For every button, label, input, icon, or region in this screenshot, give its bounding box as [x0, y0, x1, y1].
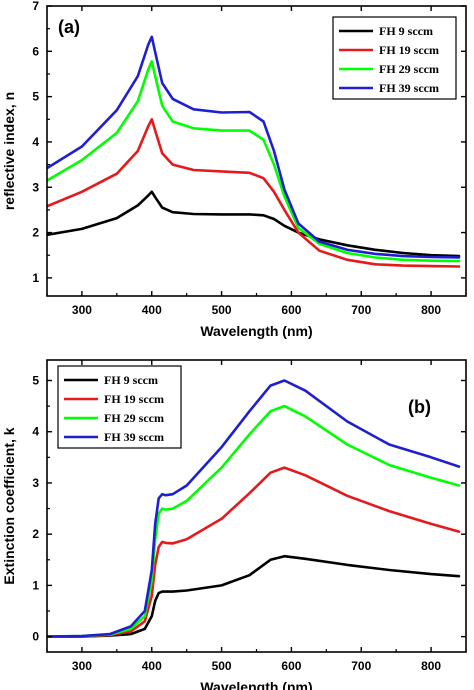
y-axis-title: reflective index, n: [1, 92, 17, 210]
y-tick-label: 4: [32, 425, 39, 439]
series-line-1: [47, 190, 461, 258]
x-tick-label: 600: [281, 303, 301, 317]
x-tick-label: 500: [212, 659, 232, 673]
legend-label: FH 19 sccm: [104, 392, 164, 406]
x-tick-label: 300: [72, 659, 92, 673]
y-tick-label: 6: [32, 44, 39, 58]
y-tick-label: 0: [32, 630, 39, 644]
panel-b: 300 400 500 600 700 800 0 1 2 3 4 5 Wavelength (nm) E…: [1, 359, 467, 690]
legend-label: FH 19 sccm: [379, 43, 439, 57]
x-tick-label: 500: [212, 303, 232, 317]
x-tick-label: 600: [281, 659, 301, 673]
y-tick-label: 7: [32, 0, 39, 13]
series-line-3: [47, 59, 461, 263]
x-tick-label: 400: [142, 303, 162, 317]
panel-label: (a): [58, 17, 80, 37]
series-line-2: [47, 118, 461, 268]
panel-a: 300 400 500 600 700 800 1 2 3 4 5 6 7 Wavelength (nm)…: [1, 0, 467, 339]
legend-label: FH 39 sccm: [379, 81, 439, 95]
y-tick-label: 4: [32, 135, 39, 149]
legend-label: FH 29 sccm: [104, 411, 164, 425]
legend-label: FH 39 sccm: [104, 430, 164, 444]
y-tick-label: 3: [32, 476, 39, 490]
panel-label: (b): [408, 397, 431, 417]
x-tick-label: 700: [351, 303, 371, 317]
y-tick-label: 1: [32, 578, 39, 592]
series-line-2: [47, 466, 461, 638]
y-tick-label: 1: [32, 271, 39, 285]
y-tick-label: 2: [32, 527, 39, 541]
legend-label: FH 29 sccm: [379, 62, 439, 76]
legend: FH 9 sccm FH 19 sccm FH 29 sccm FH 39 sccm: [332, 16, 457, 100]
x-tick-label: 700: [351, 659, 371, 673]
legend: FH 9 sccm FH 19 sccm FH 29 sccm FH 39 sccm: [57, 365, 182, 449]
x-tick-label: 800: [421, 659, 441, 673]
x-axis-title: Wavelength (nm): [200, 323, 312, 339]
series-line-4: [47, 379, 461, 638]
series-line-4: [47, 35, 461, 259]
legend-label: FH 9 sccm: [379, 24, 433, 38]
y-tick-label: 5: [32, 373, 39, 387]
x-axis-title: Wavelength (nm): [200, 679, 312, 690]
x-tick-label: 400: [142, 659, 162, 673]
y-axis-title: Extinction coefficient, k: [1, 427, 17, 584]
legend-box: [332, 16, 457, 100]
y-tick-label: 3: [32, 180, 39, 194]
y-tick-label: 2: [32, 226, 39, 240]
x-tick-label: 800: [421, 303, 441, 317]
y-tick-label: 5: [32, 90, 39, 104]
series-line-3: [47, 404, 461, 638]
legend-label: FH 9 sccm: [104, 373, 158, 387]
series-line-1: [47, 554, 461, 638]
x-tick-label: 300: [72, 303, 92, 317]
